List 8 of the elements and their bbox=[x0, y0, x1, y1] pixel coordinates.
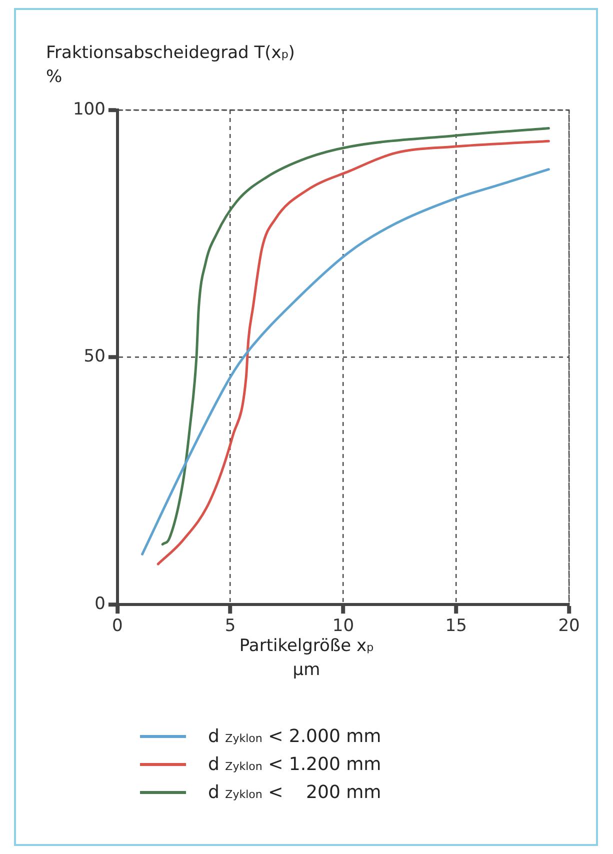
y-tick-label: 50 bbox=[84, 346, 106, 367]
x-tick-label: 5 bbox=[224, 616, 236, 636]
x-tick-label: 0 bbox=[112, 616, 123, 636]
y-tick-label: 100 bbox=[72, 99, 106, 120]
x-tick-label: 20 bbox=[558, 616, 580, 636]
x-tick-label: 15 bbox=[445, 616, 467, 636]
x-tick-label: 10 bbox=[332, 616, 354, 636]
y-tick-label: 0 bbox=[94, 594, 106, 614]
